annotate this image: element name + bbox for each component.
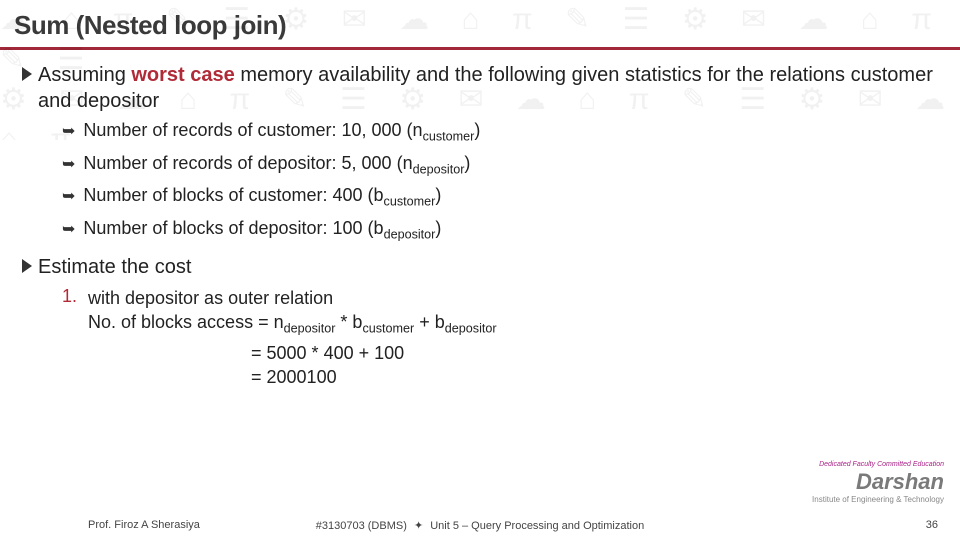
title-area: Sum (Nested loop join) xyxy=(0,0,960,50)
subitem-3-text: Number of blocks of customer: 400 (bcust… xyxy=(83,183,441,214)
logo-subtitle: Institute of Engineering & Technology xyxy=(812,495,944,504)
logo-tagline: Dedicated Faculty Committed Education xyxy=(812,461,944,468)
sublist-1: ➥ Number of records of customer: 10, 000… xyxy=(62,118,940,246)
subitem-4-text: Number of blocks of depositor: 100 (bdep… xyxy=(83,216,441,247)
ol-line-2: No. of blocks access = ndepositor * bcus… xyxy=(88,310,497,341)
bullet-1: Assuming worst case memory availability … xyxy=(22,62,940,114)
bullet-2-text: Estimate the cost xyxy=(38,254,191,280)
arrow-icon: ➥ xyxy=(62,121,75,141)
subitem-2: ➥ Number of records of depositor: 5, 000… xyxy=(62,151,940,182)
arrow-icon: ➥ xyxy=(62,219,75,239)
bullet-1-text: Assuming worst case memory availability … xyxy=(38,62,940,114)
triangle-bullet-icon xyxy=(22,259,32,273)
footer-unit: Unit 5 – Query Processing and Optimizati… xyxy=(430,520,644,532)
footer-page-number: 36 xyxy=(926,519,938,531)
institute-logo: Dedicated Faculty Committed Education Da… xyxy=(812,461,944,504)
arrow-icon: ➥ xyxy=(62,154,75,174)
arrow-icon: ➥ xyxy=(62,186,75,206)
ordered-list: 1. with depositor as outer relation No. … xyxy=(62,286,940,389)
logo-name: Darshan xyxy=(812,469,944,495)
ol-line-1: with depositor as outer relation xyxy=(88,286,497,310)
ol-line-4: = 2000100 xyxy=(251,365,497,389)
footer: Prof. Firoz A Sherasiya #3130703 (DBMS) … xyxy=(0,510,960,540)
ol-line-3: = 5000 * 400 + 100 xyxy=(251,341,497,365)
subitem-1: ➥ Number of records of customer: 10, 000… xyxy=(62,118,940,149)
ol-item-1: 1. with depositor as outer relation No. … xyxy=(62,286,940,389)
diamond-separator-icon: ✦ xyxy=(414,520,423,532)
slide-title: Sum (Nested loop join) xyxy=(14,10,946,41)
footer-course: #3130703 (DBMS) xyxy=(316,520,407,532)
subitem-3: ➥ Number of blocks of customer: 400 (bcu… xyxy=(62,183,940,214)
subitem-1-text: Number of records of customer: 10, 000 (… xyxy=(83,118,480,149)
bullet-1-emph: worst case xyxy=(131,64,234,86)
subitem-2-text: Number of records of depositor: 5, 000 (… xyxy=(83,151,470,182)
bullet-1-pre: Assuming xyxy=(38,64,131,86)
triangle-bullet-icon xyxy=(22,67,32,81)
ol-number: 1. xyxy=(62,286,88,389)
bullet-2: Estimate the cost xyxy=(22,254,940,280)
ol-body: with depositor as outer relation No. of … xyxy=(88,286,497,389)
footer-center: #3130703 (DBMS) ✦ Unit 5 – Query Process… xyxy=(0,519,960,532)
subitem-4: ➥ Number of blocks of depositor: 100 (bd… xyxy=(62,216,940,247)
content-area: Assuming worst case memory availability … xyxy=(0,50,960,389)
